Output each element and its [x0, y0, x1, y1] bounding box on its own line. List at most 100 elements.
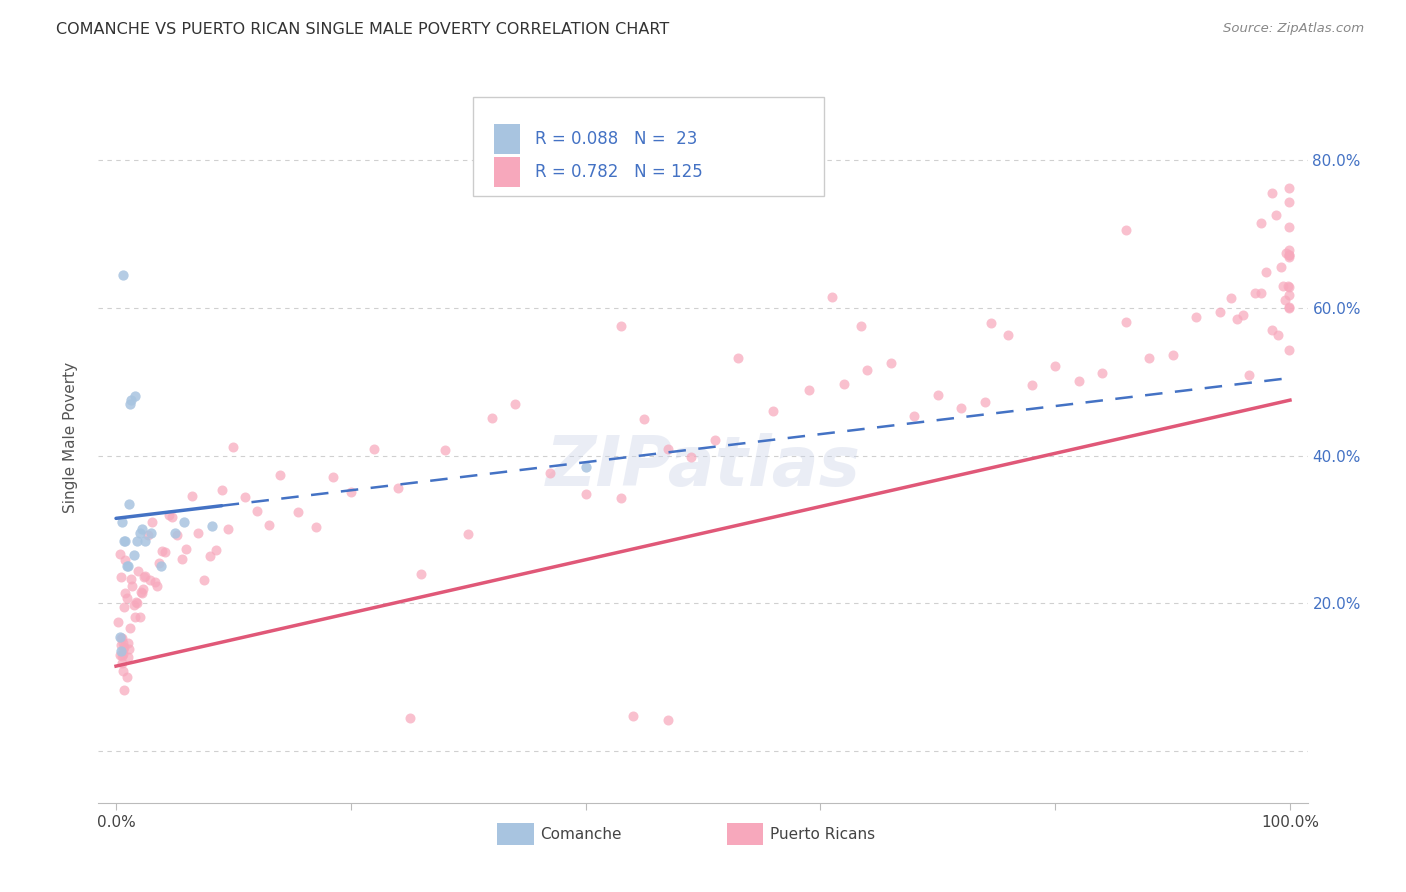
Point	[1278, 287, 1301, 301]
Point	[927, 388, 949, 402]
Text: COMANCHE VS PUERTO RICAN SINGLE MALE POVERTY CORRELATION CHART: COMANCHE VS PUERTO RICAN SINGLE MALE POV…	[56, 22, 669, 37]
Point	[1278, 280, 1301, 294]
Point	[821, 290, 844, 304]
Point	[127, 596, 149, 610]
Point	[111, 515, 134, 529]
Point	[832, 376, 855, 391]
Point	[170, 552, 193, 566]
Point	[120, 572, 142, 586]
Text: Source: ZipAtlas.com: Source: ZipAtlas.com	[1223, 22, 1364, 36]
Point	[1115, 315, 1137, 329]
Point	[950, 401, 973, 416]
Point	[363, 442, 385, 457]
Point	[117, 649, 139, 664]
Point	[132, 582, 155, 596]
Point	[136, 528, 159, 542]
Point	[633, 412, 655, 426]
Point	[198, 549, 221, 563]
Point	[146, 579, 169, 593]
Point	[201, 518, 224, 533]
Point	[322, 470, 344, 484]
Point	[122, 549, 145, 563]
Point	[150, 544, 173, 558]
Point	[120, 397, 142, 411]
Point	[187, 526, 209, 541]
Text: R = 0.088   N =  23: R = 0.088 N = 23	[534, 130, 697, 148]
Point	[1185, 310, 1208, 325]
Point	[128, 610, 150, 624]
Text: R = 0.782   N = 125: R = 0.782 N = 125	[534, 163, 703, 181]
Point	[125, 595, 148, 609]
Point	[117, 636, 139, 650]
Point	[1261, 186, 1284, 201]
Point	[1220, 291, 1243, 305]
Point	[1278, 243, 1301, 257]
Point	[1067, 374, 1090, 388]
Point	[211, 483, 233, 497]
Point	[287, 505, 309, 519]
Point	[233, 490, 256, 504]
Point	[610, 319, 633, 334]
Point	[398, 711, 420, 725]
Point	[621, 708, 644, 723]
Point	[134, 569, 156, 583]
Point	[997, 327, 1019, 342]
Point	[112, 664, 135, 678]
Point	[1243, 285, 1265, 300]
Point	[1267, 328, 1289, 343]
Point	[120, 622, 142, 636]
Point	[1271, 278, 1294, 293]
Point	[340, 485, 363, 500]
Point	[149, 559, 172, 574]
Bar	[494, 157, 520, 186]
Point	[1226, 311, 1249, 326]
Point	[148, 556, 170, 570]
FancyBboxPatch shape	[474, 97, 824, 195]
Point	[1250, 285, 1272, 300]
Point	[181, 489, 204, 503]
Point	[127, 564, 149, 578]
Point	[134, 533, 156, 548]
Point	[176, 542, 198, 557]
Point	[111, 656, 134, 670]
Point	[204, 543, 226, 558]
Point	[108, 630, 131, 644]
Point	[1256, 265, 1278, 279]
Point	[681, 450, 703, 464]
Point	[797, 383, 820, 397]
Point	[141, 526, 163, 541]
Point	[166, 528, 188, 542]
Point	[1115, 223, 1137, 237]
Point	[112, 640, 135, 655]
Point	[131, 586, 153, 600]
Point	[246, 503, 269, 517]
Point	[1278, 220, 1301, 235]
Point	[657, 713, 679, 727]
Point	[980, 316, 1002, 330]
Point	[121, 578, 143, 592]
Point	[1091, 367, 1114, 381]
Point	[118, 497, 141, 511]
Bar	[494, 124, 520, 153]
Point	[112, 647, 135, 661]
Point	[411, 567, 433, 582]
Point	[1278, 300, 1301, 314]
Point	[110, 644, 132, 658]
Point	[162, 510, 184, 524]
Point	[134, 569, 156, 583]
Point	[1137, 351, 1160, 365]
Point	[108, 547, 131, 561]
Point	[1237, 368, 1260, 382]
Point	[257, 518, 280, 533]
Point	[973, 394, 995, 409]
Point	[1278, 301, 1301, 315]
Point	[122, 598, 145, 612]
Point	[114, 533, 136, 548]
Point	[127, 533, 149, 548]
Point	[727, 351, 749, 365]
Point	[128, 526, 150, 541]
Point	[1232, 309, 1254, 323]
Point	[141, 515, 163, 529]
Point	[903, 409, 925, 424]
Point	[1275, 245, 1298, 260]
